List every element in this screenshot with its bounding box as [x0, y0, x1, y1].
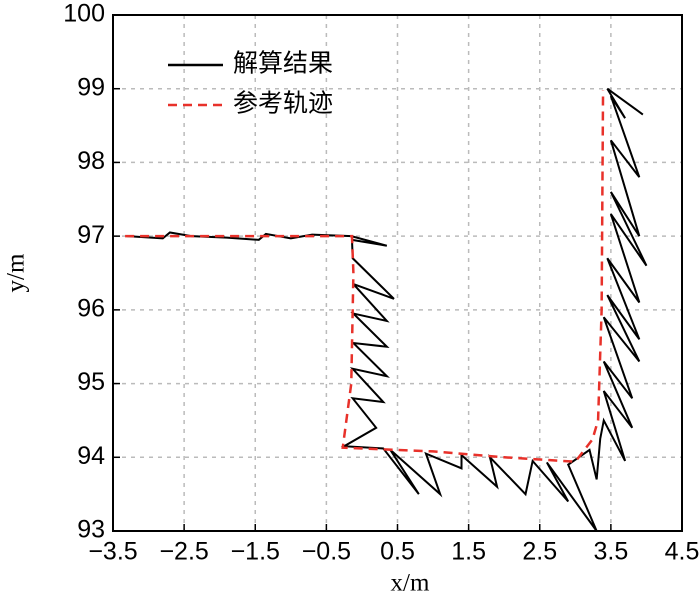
plot-frame — [112, 14, 683, 532]
series-line — [125, 90, 605, 463]
y-tick-label: 95 — [77, 368, 105, 396]
legend-label: 参考轨迹 — [233, 90, 333, 118]
x-tick-label: −0.5 — [302, 538, 351, 566]
y-tick-label: 98 — [77, 147, 105, 175]
x-tick-label: 0.5 — [380, 538, 415, 566]
x-tick-label: 4.5 — [665, 538, 700, 566]
x-tick-label: 3.5 — [593, 538, 628, 566]
y-tick-label: 99 — [77, 73, 105, 101]
series-line — [127, 87, 648, 532]
x-tick-label: 1.5 — [451, 538, 486, 566]
legend-label: 解算结果 — [233, 50, 333, 78]
x-tick-label: −2.5 — [159, 538, 208, 566]
y-tick-label: 97 — [77, 221, 105, 249]
x-tick-label: −3.5 — [88, 538, 137, 566]
y-axis-label: y/m — [3, 253, 30, 292]
y-tick-label: 100 — [63, 0, 105, 28]
y-tick-label: 96 — [77, 294, 105, 322]
y-tick-label: 93 — [77, 516, 105, 544]
x-tick-label: −1.5 — [231, 538, 280, 566]
x-axis-label: x/m — [391, 570, 430, 597]
y-tick-label: 94 — [77, 442, 105, 470]
x-tick-label: 2.5 — [522, 538, 557, 566]
